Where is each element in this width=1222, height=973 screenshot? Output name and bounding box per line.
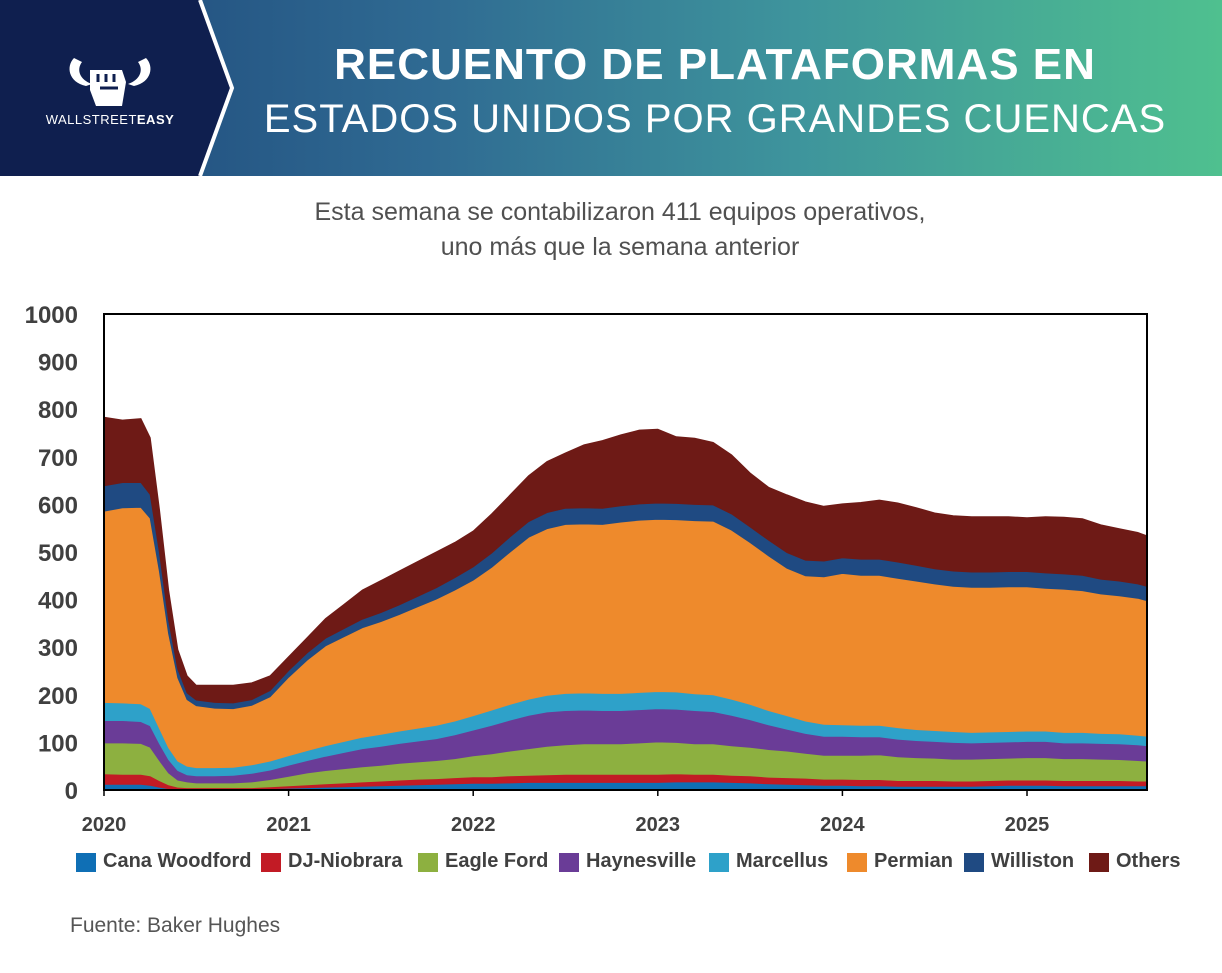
legend-swatch: [709, 853, 729, 872]
legend-swatch: [418, 853, 438, 872]
y-tick-label: 600: [38, 492, 78, 519]
legend-swatch: [261, 853, 281, 872]
y-tick-label: 400: [38, 588, 78, 615]
legend-label: Eagle Ford: [445, 850, 549, 872]
plot-frame: [103, 313, 1148, 791]
y-tick-label: 800: [38, 397, 78, 424]
legend-swatch: [76, 853, 96, 872]
legend-label: Haynesville: [586, 850, 697, 872]
header-banner: WALLSTREETEASY RECUENTO DE PLATAFORMAS E…: [0, 0, 1222, 176]
subtitle-line-1: Esta semana se contabilizaron 411 equipo…: [314, 198, 926, 226]
y-tick-label: 500: [38, 540, 78, 567]
x-tick-label: 2025: [1005, 814, 1050, 836]
x-tick-label: 2024: [820, 814, 865, 836]
y-tick-label: 200: [38, 683, 78, 710]
chart-legend: Cana Woodford DJ-Niobrara Eagle Ford Haynes…: [76, 849, 1196, 875]
legend-label: DJ-Niobrara: [288, 850, 403, 872]
logo-panel: WALLSTREETEASY: [0, 0, 240, 176]
legend-swatch: [1089, 853, 1109, 872]
brand-name: WALLSTREETEASY: [45, 112, 175, 127]
x-tick-label: 2022: [451, 814, 496, 836]
legend-label: Permian: [874, 850, 953, 872]
legend-swatch: [559, 853, 579, 872]
legend-swatch: [964, 853, 984, 872]
y-tick-label: 900: [38, 350, 78, 377]
x-tick-label: 2023: [636, 814, 681, 836]
title-line-1: RECUENTO DE PLATAFORMAS EN: [334, 40, 1096, 89]
source-note: Fuente: Baker Hughes: [70, 914, 281, 937]
y-tick-label: 1000: [25, 302, 78, 329]
x-tick-label: 2021: [266, 814, 311, 836]
y-tick-label: 300: [38, 635, 78, 662]
y-tick-label: 100: [38, 730, 78, 757]
subtitle-line-2: uno más que la semana anterior: [440, 233, 800, 261]
legend-label: Cana Woodford: [103, 850, 252, 872]
legend-label: Others: [1116, 850, 1181, 872]
legend-swatch: [847, 853, 867, 872]
legend-label: Williston: [991, 850, 1075, 872]
y-tick-label: 700: [38, 445, 78, 472]
stacked-area-chart: 0 100 200 300 400 500 600 700 800 900 1000 2020 2021…: [25, 302, 1148, 836]
y-tick-label: 0: [65, 778, 78, 805]
title-line-2: ESTADOS UNIDOS POR GRANDES CUENCAS: [263, 97, 1167, 141]
x-tick-label: 2020: [82, 814, 127, 836]
bull-logo-icon: [69, 58, 151, 106]
legend-label: Marcellus: [736, 850, 829, 872]
